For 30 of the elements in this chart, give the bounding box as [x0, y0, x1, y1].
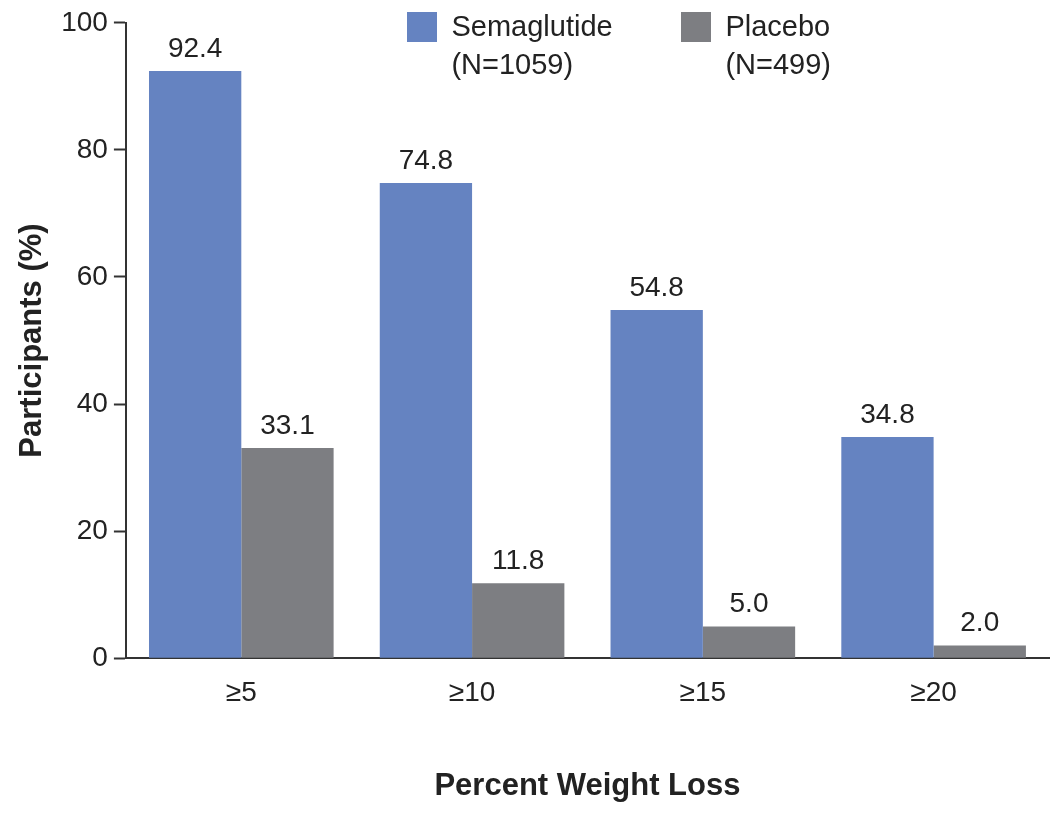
y-tick-label: 0 — [92, 640, 108, 672]
data-label: 5.0 — [729, 587, 769, 619]
bar — [933, 645, 1026, 658]
bar — [610, 310, 703, 658]
data-label: 74.8 — [398, 143, 454, 175]
y-tick-label: 60 — [76, 259, 108, 291]
y-tick-label: 100 — [61, 5, 108, 37]
bar — [241, 447, 334, 658]
bar — [472, 583, 565, 658]
y-tick-label: 20 — [76, 513, 108, 545]
x-tick-label: ≥10 — [448, 675, 496, 707]
data-label: 2.0 — [960, 606, 1000, 638]
y-tick-label: 80 — [76, 132, 108, 164]
y-axis-title: Participants (%) — [13, 223, 49, 458]
legend-label: Semaglutide (N=1059) — [451, 9, 614, 82]
data-label: 54.8 — [629, 270, 684, 302]
x-axis-title: Percent Weight Loss — [434, 766, 741, 802]
x-tick-label: ≥20 — [910, 675, 957, 707]
data-label: 11.8 — [492, 543, 545, 575]
bar — [841, 437, 934, 658]
data-label: 33.1 — [260, 408, 315, 440]
x-tick-label: ≥15 — [679, 675, 727, 707]
bar — [148, 71, 242, 658]
data-label: 92.4 — [167, 31, 223, 63]
x-tick-label: ≥5 — [225, 675, 257, 707]
y-tick-label: 40 — [76, 386, 108, 418]
bar — [379, 182, 473, 658]
bar — [702, 626, 796, 658]
legend-label: Placebo (N=499) — [725, 9, 833, 82]
data-label: 34.8 — [860, 397, 915, 429]
